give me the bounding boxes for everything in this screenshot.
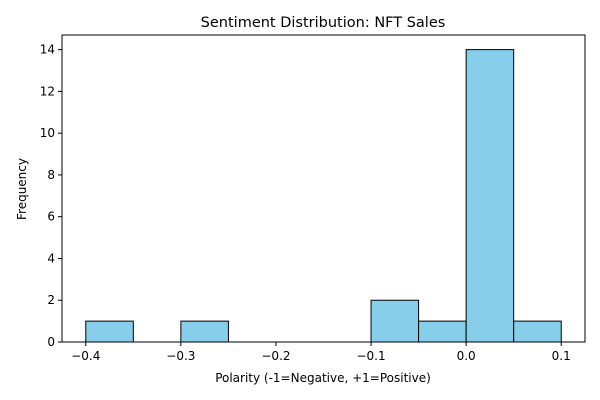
y-tick-label: 12: [40, 84, 55, 98]
histogram-bar-0: [85, 320, 134, 343]
y-tick-label: 4: [47, 251, 55, 265]
y-tick-label: 0: [47, 335, 55, 349]
bars-group: [85, 49, 562, 343]
histogram-bar-2: [180, 320, 229, 343]
histogram-bar-7: [418, 320, 467, 343]
y-tick-label: 14: [40, 43, 55, 57]
x-axis-label: Polarity (-1=Negative, +1=Positive): [215, 371, 431, 385]
x-tick-label: −0.3: [166, 349, 195, 363]
x-tick-label: 0.1: [552, 349, 571, 363]
x-axis-ticks: −0.4 −0.3 −0.2 −0.1 0.0 0.1: [71, 342, 571, 363]
y-tick-label: 2: [47, 293, 55, 307]
y-tick-label: 8: [47, 168, 55, 182]
y-tick-label: 6: [47, 210, 55, 224]
y-tick-label: 10: [40, 126, 55, 140]
y-axis-label: Frequency: [15, 158, 29, 220]
x-tick-label: −0.4: [71, 349, 100, 363]
histogram-bar-6: [370, 299, 420, 343]
histogram-bar-8: [465, 49, 515, 343]
plot-frame: [61, 34, 586, 343]
y-axis-ticks: 0 2 4 6 8 10 12 14: [40, 43, 62, 349]
x-tick-label: 0.0: [457, 349, 476, 363]
histogram-bar-9: [513, 320, 562, 343]
chart-title: Sentiment Distribution: NFT Sales: [201, 15, 446, 31]
x-tick-label: −0.2: [261, 349, 290, 363]
x-tick-label: −0.1: [356, 349, 385, 363]
